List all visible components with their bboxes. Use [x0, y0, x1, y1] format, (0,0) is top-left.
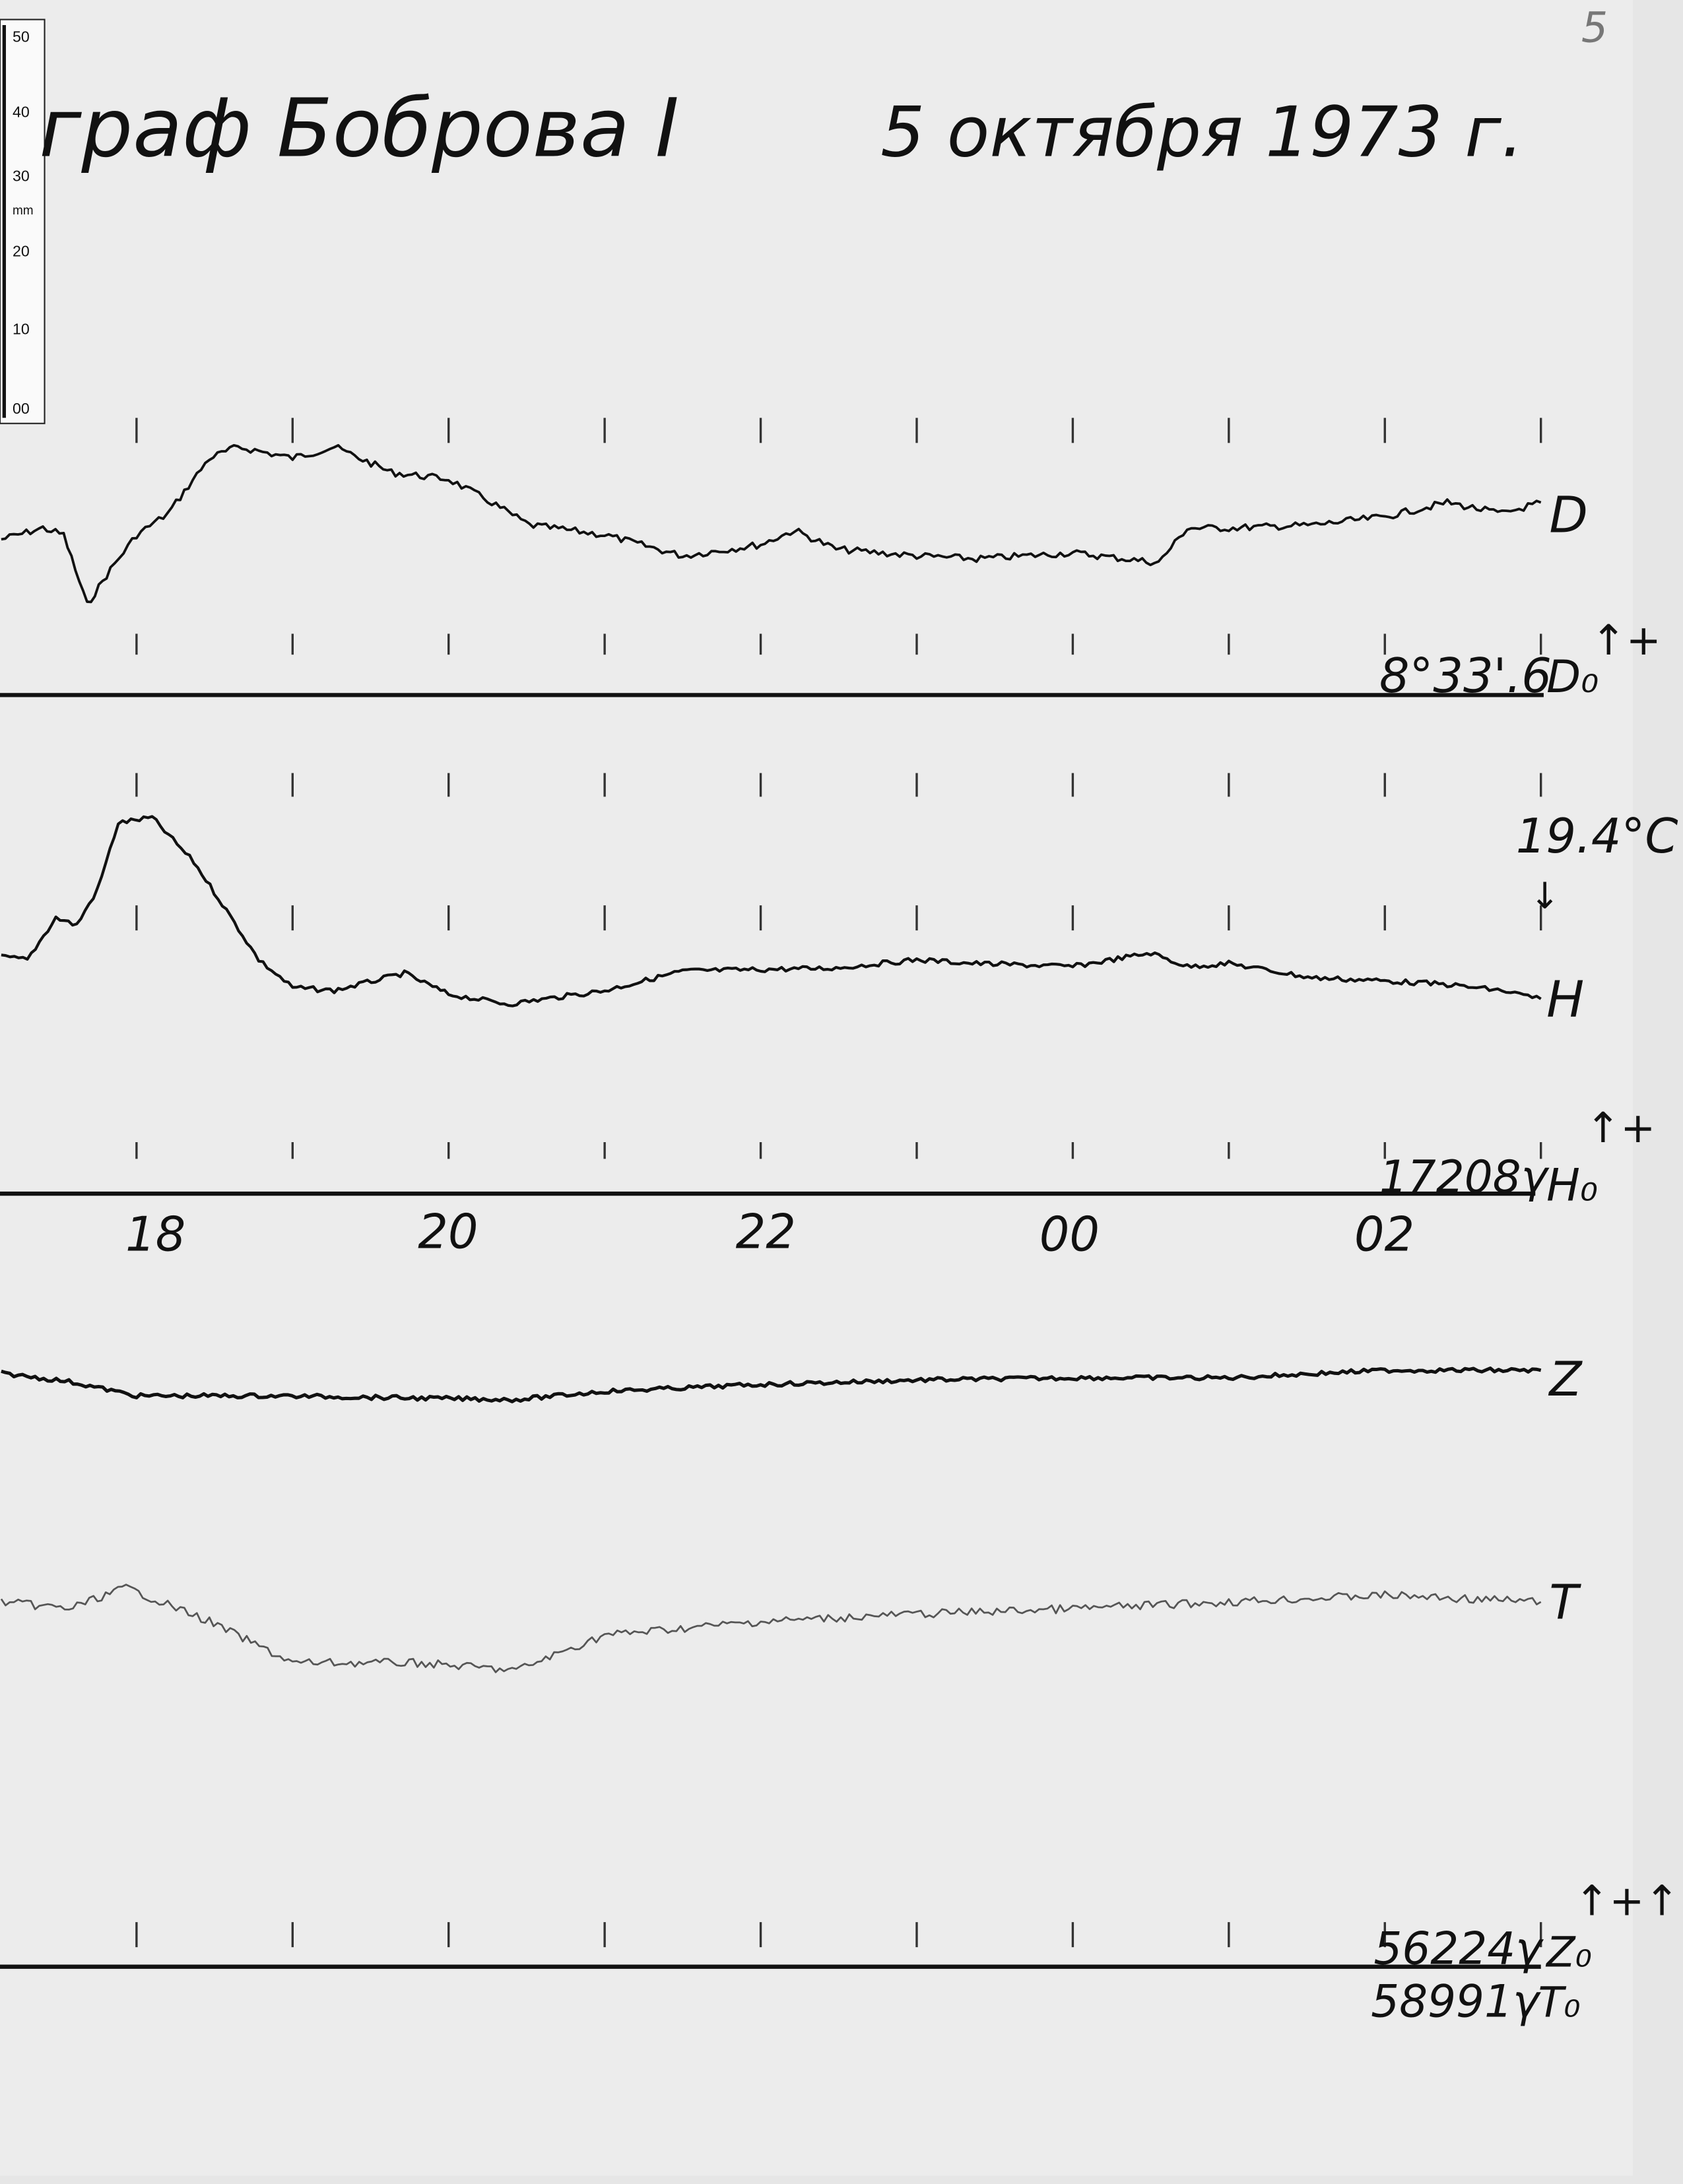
paper [0, 0, 1633, 2175]
trace-z [1, 1366, 1542, 1403]
x-tick-label: 20 [418, 1204, 478, 1259]
series-label-t: T [1549, 1574, 1581, 1630]
page-number: 5 [1581, 3, 1608, 51]
ruler-label: 00 [13, 400, 30, 417]
x-tick-label: 18 [125, 1207, 185, 1262]
ruler-label: 40 [13, 103, 30, 120]
arrow-down-icon: ↓ [1530, 874, 1560, 916]
ruler-unit: mm [13, 204, 34, 218]
trace-t [0, 1584, 1542, 1673]
t0-label: T₀ [1538, 1978, 1580, 2027]
series-label-z: Z [1548, 1351, 1583, 1407]
h0-value: 17208γ [1379, 1151, 1550, 1203]
ruler-label: 50 [13, 28, 30, 45]
trace-d [1, 443, 1542, 604]
title-left: граф Боброва I [39, 80, 679, 175]
d0-value: 8°33'.6 [1379, 648, 1552, 703]
polarity-mark-zt: ↑+↑+ [1574, 1877, 1683, 1925]
d0-label: D₀ [1546, 651, 1599, 703]
x-tick-label: 02 [1354, 1207, 1414, 1262]
series-label-d: D [1549, 485, 1588, 544]
trace-h [1, 815, 1542, 1008]
series-label-h: H [1546, 970, 1584, 1029]
x-tick-label: 00 [1040, 1207, 1100, 1262]
ruler-label: 20 [13, 242, 30, 259]
hour-marks [135, 418, 1542, 1948]
z0-label: Z₀ [1545, 1928, 1592, 1977]
h0-label: H₀ [1546, 1159, 1598, 1211]
t0-value: 58991γ [1371, 1975, 1541, 2028]
polarity-mark-h: ↑+ [1585, 1103, 1655, 1152]
traces [0, 443, 1542, 1673]
polarity-mark-d: ↑+ [1591, 616, 1661, 664]
ruler-label: 30 [13, 167, 30, 184]
temperature-label: 19.4°C [1516, 808, 1678, 864]
z0-value: 56224γ [1373, 1922, 1544, 1974]
mm-ruler: 50 40 30 mm 20 10 00 [0, 18, 46, 424]
ruler-label: 10 [13, 321, 30, 338]
x-tick-label: 22 [736, 1204, 796, 1259]
title-right: 5 октября 1973 г. [880, 91, 1523, 172]
